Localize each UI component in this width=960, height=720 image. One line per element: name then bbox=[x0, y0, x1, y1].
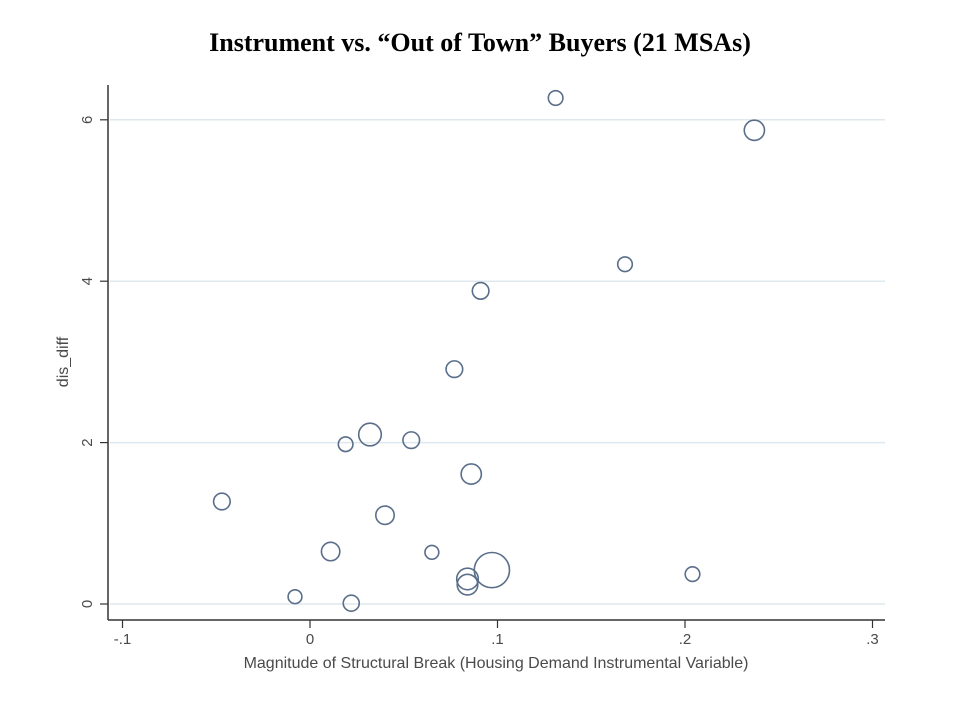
data-point bbox=[320, 541, 341, 562]
y-tick-label: 4 bbox=[79, 277, 96, 285]
data-point bbox=[743, 119, 766, 142]
data-point bbox=[456, 573, 479, 596]
data-point bbox=[473, 551, 511, 589]
gridlines bbox=[110, 119, 885, 605]
data-point bbox=[402, 431, 421, 450]
y-tick-label: 0 bbox=[79, 600, 96, 608]
data-point bbox=[357, 422, 383, 447]
x-axis-title: Magnitude of Structural Break (Housing D… bbox=[244, 655, 749, 672]
data-point bbox=[547, 89, 564, 107]
data-point bbox=[374, 505, 395, 526]
x-tick-label: -.1 bbox=[114, 631, 132, 648]
axes bbox=[107, 85, 885, 621]
x-tick-label: .2 bbox=[679, 631, 692, 648]
y-tick-label: 2 bbox=[79, 438, 96, 446]
x-tick-label: 0 bbox=[306, 631, 314, 648]
data-point bbox=[471, 281, 490, 300]
y-axis-title: dis_diff bbox=[55, 336, 72, 387]
data-point bbox=[212, 492, 231, 511]
data-point bbox=[287, 589, 303, 605]
data-point bbox=[455, 567, 480, 591]
data-point bbox=[342, 594, 361, 612]
data-point bbox=[616, 256, 634, 273]
data-point bbox=[445, 360, 464, 379]
y-tick-label: 6 bbox=[79, 116, 96, 124]
data-point bbox=[424, 544, 440, 561]
page-title: Instrument vs. “Out of Town” Buyers (21 … bbox=[209, 28, 751, 57]
x-ticks: -.1 0 .1 .2 .3 bbox=[114, 620, 879, 648]
data-point bbox=[460, 463, 483, 485]
x-tick-label: .1 bbox=[491, 631, 504, 648]
x-tick-label: .3 bbox=[866, 631, 879, 648]
y-ticks: 0 2 4 6 bbox=[79, 116, 108, 608]
data-point bbox=[337, 436, 354, 453]
data-point bbox=[684, 566, 701, 583]
data-points bbox=[212, 89, 766, 612]
